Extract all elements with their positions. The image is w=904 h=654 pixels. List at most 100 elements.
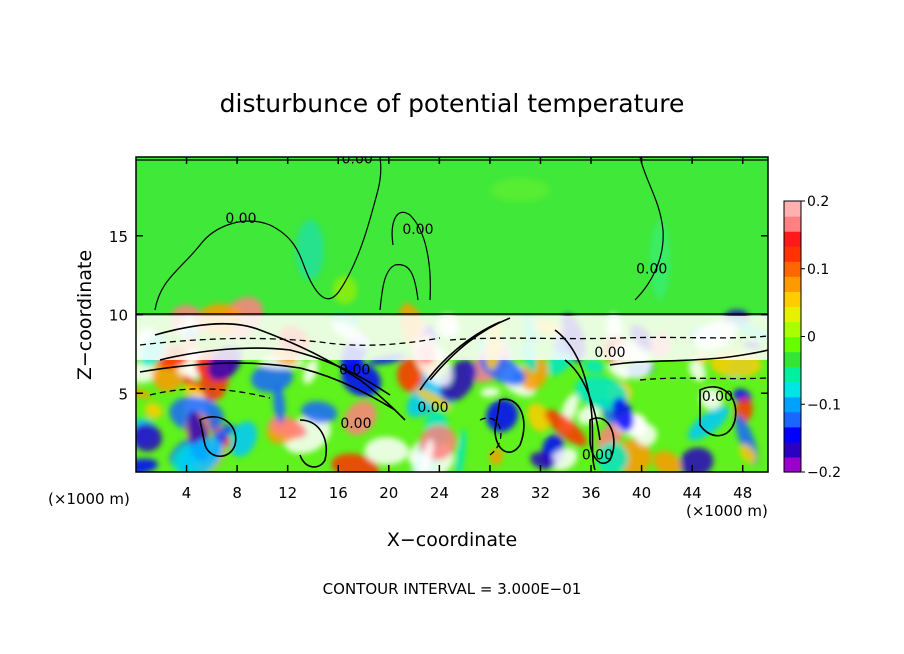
colorbar-swatch [784, 441, 801, 458]
x-unit-left: (×1000 m) [48, 490, 130, 508]
colorbar-swatch [784, 246, 801, 262]
upper-field [136, 157, 768, 315]
contour-label: 0.00 [339, 362, 370, 378]
field-blob [331, 453, 379, 472]
y-axis-label: Z−coordinate [74, 250, 96, 380]
colorbar-swatch [784, 231, 801, 247]
field-blob [611, 397, 634, 432]
colorbar-swatch [784, 336, 801, 353]
upper-highlight [333, 276, 357, 304]
contour-line [154, 322, 406, 421]
field-blob [480, 387, 501, 397]
contour-line [494, 398, 525, 453]
upper-highlight [490, 178, 550, 202]
contour-label: 0.00 [417, 400, 448, 416]
contour-line [139, 362, 396, 411]
contour-line [199, 416, 237, 458]
x-tick-label: 40 [632, 484, 651, 502]
colorbar-tick-label: 0.1 [807, 262, 829, 278]
contour-line-negative [139, 337, 441, 346]
x-tick-label: 12 [278, 484, 297, 502]
field-blob [136, 423, 162, 452]
contour-line-negative [149, 388, 271, 399]
field-blob [486, 399, 518, 433]
contour-line [589, 417, 615, 464]
contour-line [699, 386, 737, 437]
x-tick-label: 4 [182, 484, 192, 502]
contour-line-negative [479, 417, 502, 456]
field-blob [364, 436, 409, 465]
field-blob [550, 448, 578, 471]
x-unit-right: (×1000 m) [686, 502, 768, 520]
x-axis-label: X−coordinate [387, 529, 517, 551]
colorbar-swatch [784, 201, 801, 217]
contour-labels: 0.00 0.00 0.00 0.00 0.00 0.00 0.00 0.00 0.00 0.00 [225, 157, 733, 463]
upper-highlight [296, 220, 324, 280]
field-blob [144, 402, 163, 419]
field-blob [343, 400, 377, 436]
field-blob [607, 363, 630, 380]
contour-line [609, 349, 768, 366]
field-blob [634, 423, 658, 446]
x-tick-label: 16 [329, 484, 348, 502]
contour-label: 0.00 [340, 416, 371, 432]
colorbar-swatch [784, 276, 801, 292]
colorbar-swatch [784, 351, 801, 368]
colorbar-tick-label: −0.2 [807, 465, 841, 481]
upper-highlights [296, 178, 670, 304]
plot-area: 0.00 0.00 0.00 0.00 0.00 0.00 0.00 0.00 0.00 0.00 [136, 157, 768, 472]
x-tick-label: 20 [379, 484, 398, 502]
field-blob [561, 394, 579, 423]
field-blob [596, 442, 629, 472]
y-axis: 5 10 15 [109, 228, 768, 403]
x-tick-label: 28 [480, 484, 499, 502]
chart-title: disturbunce of potential temperature [220, 89, 685, 118]
colorbar-swatch [784, 321, 801, 338]
colorbar-swatch [784, 411, 801, 428]
colorbar-swatch [784, 426, 801, 443]
colorbar-tick-label: −0.1 [807, 397, 841, 413]
x-tick-label: 8 [232, 484, 242, 502]
colorbar-swatch [784, 261, 801, 277]
y-tick-label: 10 [109, 307, 128, 325]
field-blob [211, 425, 237, 440]
x-tick-label: 44 [683, 484, 702, 502]
field-blob [583, 359, 606, 374]
x-tick-label: 48 [733, 484, 752, 502]
contour-label: 0.00 [702, 389, 733, 405]
field-blob [273, 384, 286, 424]
x-tick-label: 36 [581, 484, 600, 502]
x-axis: 4 8 12 16 20 24 28 32 36 40 44 48 [182, 157, 752, 502]
contour-label: 0.00 [402, 222, 433, 238]
colorbar-swatch [784, 291, 801, 307]
field-blob [268, 417, 307, 439]
contour-line [564, 359, 601, 441]
x-tick-label: 32 [531, 484, 550, 502]
contour-line-negative [639, 377, 768, 381]
colorbar-swatch [784, 366, 801, 383]
contour-line [379, 211, 431, 311]
field-blob [652, 451, 682, 472]
colorbar-tick-label: 0.2 [807, 194, 829, 210]
contour-line [154, 157, 382, 311]
field-blob [301, 401, 338, 424]
contour-line [634, 157, 664, 301]
colorbar-swatch [784, 306, 801, 323]
y-tick-label: 5 [118, 385, 128, 403]
contour-label: 0.00 [225, 211, 256, 227]
contour-lines [136, 157, 768, 471]
colorbar-swatch [784, 456, 801, 473]
field-blob [415, 388, 453, 411]
contour-label: 0.00 [582, 447, 613, 463]
field-blob [687, 405, 730, 441]
field-blob [230, 421, 257, 457]
contour-line [159, 347, 391, 396]
field-blob [454, 428, 467, 472]
colorbar-tick-label: 0 [807, 330, 816, 346]
colorbar-swatch [784, 396, 801, 413]
contour-line [419, 317, 511, 391]
field-blob [178, 438, 223, 472]
field-blob [679, 447, 714, 472]
field-blob [251, 363, 293, 393]
